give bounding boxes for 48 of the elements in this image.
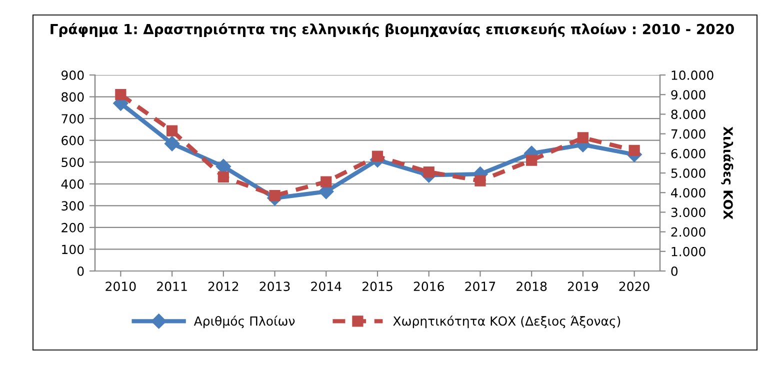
point: [577, 132, 589, 144]
y-tick-label: 600: [62, 136, 84, 146]
legend-label: Αριθμός Πλοίων: [194, 316, 295, 328]
x-tick-label: 2012: [208, 282, 238, 292]
y-tick-label: 900: [62, 70, 84, 80]
y2-tick-label: 1.000: [672, 246, 706, 256]
x-tick-label: 2019: [568, 282, 598, 292]
x-tick-label: 2011: [157, 282, 187, 292]
y2-tick-label: 10.000: [672, 70, 714, 80]
point: [320, 176, 332, 188]
point: [115, 89, 126, 100]
point: [269, 190, 280, 202]
y2-axis-title: Χιλιάδες ΚΟΧ: [721, 126, 734, 220]
point: [218, 171, 229, 182]
legend-label: Χωρητικότητα ΚΟΧ (Δεξιος Άξονας): [393, 316, 620, 328]
y2-tick-label: 7.000: [671, 129, 706, 139]
x-tick-label: 2015: [362, 282, 392, 292]
y-tick-label: 400: [61, 179, 84, 189]
x-tick-label: 2016: [414, 282, 444, 292]
x-tick-label: 2010: [106, 282, 136, 292]
y2-tick-label: 2.000: [671, 227, 706, 237]
y2-tick-label: 0: [671, 266, 678, 276]
y2-tick-label: 5.000: [671, 168, 706, 178]
point: [474, 175, 486, 186]
x-tick-label: 2017: [465, 282, 496, 292]
y2-tick-label: 4.000: [671, 188, 706, 198]
y-tick-label: 500: [62, 158, 84, 168]
y2-tick-label: 9.000: [671, 90, 706, 100]
point: [164, 136, 180, 152]
point: [628, 144, 640, 156]
point: [372, 150, 384, 162]
y2-tick-label: 6.000: [671, 148, 706, 158]
y-tick-label: 100: [62, 244, 84, 254]
y-tick-label: 800: [62, 92, 84, 102]
y-tick-label: 0: [77, 266, 84, 276]
y-tick-label: 700: [62, 114, 84, 124]
point: [423, 166, 434, 178]
x-tick-label: 2014: [311, 282, 342, 292]
point: [526, 154, 538, 166]
chart-title: Γράφημα 1: Δραστηριότητα της ελληνικής βιομηχανίας επισκευής πλοίων : 2010 - 2020: [50, 22, 734, 38]
y-tick-label: 300: [62, 201, 84, 211]
x-tick-label: 2018: [516, 282, 547, 292]
point: [166, 125, 178, 136]
x-tick-label: 2020: [619, 282, 650, 292]
y-tick-label: 200: [62, 222, 84, 232]
y2-tick-label: 8.000: [671, 110, 706, 120]
x-tick-label: 2013: [260, 282, 290, 292]
y2-tick-label: 3.000: [671, 208, 706, 218]
